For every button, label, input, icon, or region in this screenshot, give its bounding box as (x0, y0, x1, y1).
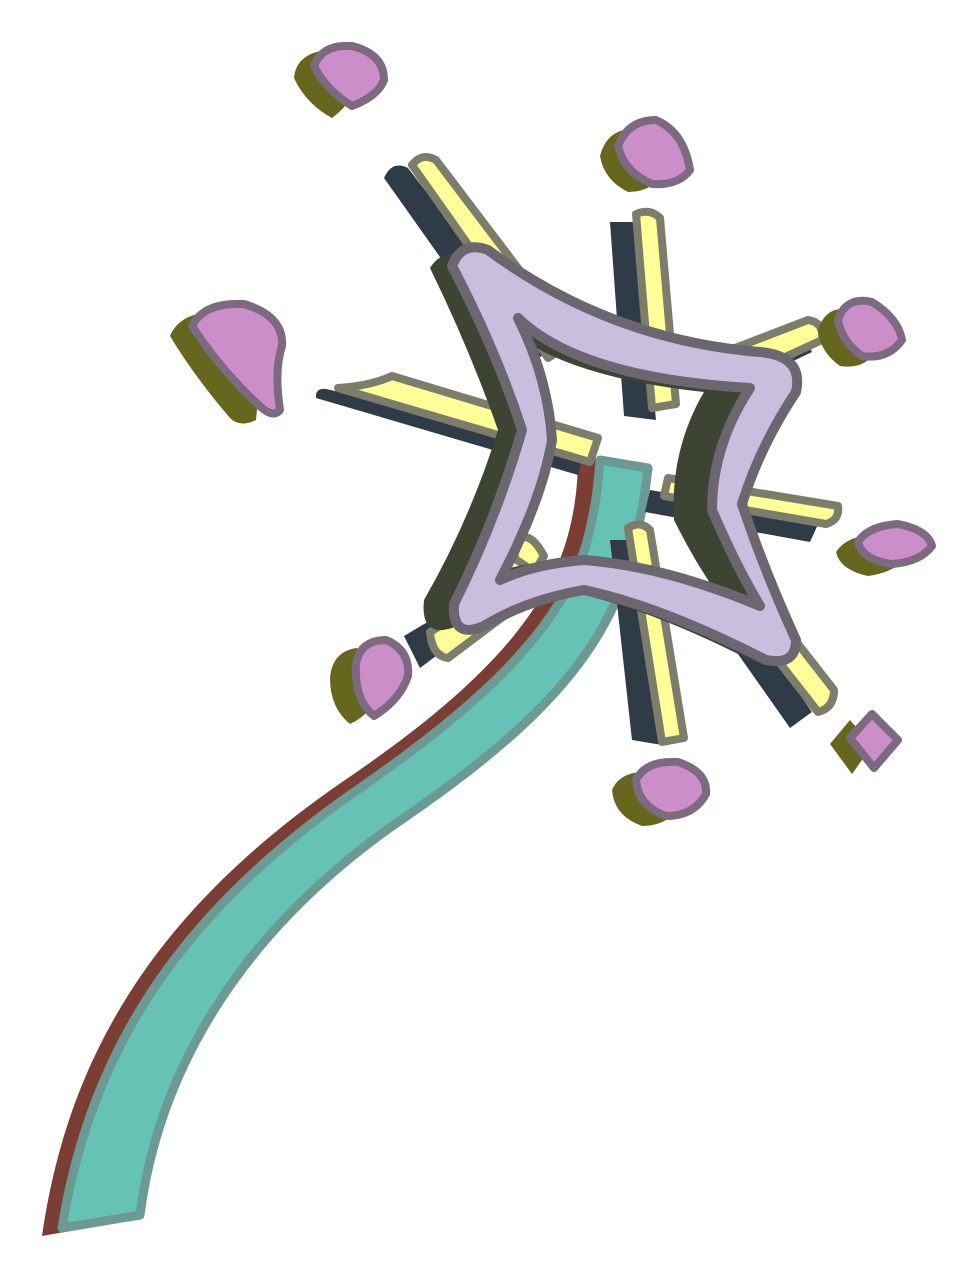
sparkle-top-left-fill (310, 41, 388, 110)
sparkle-right-upper (818, 296, 906, 367)
sparkle-top-center (600, 116, 694, 192)
sparkle-top-left (294, 41, 388, 118)
wand-star (423, 242, 803, 666)
sparkle-bottom-center (612, 757, 711, 826)
sparkle-left-large-fill (188, 299, 287, 418)
sparkle-right-upper-fill (834, 296, 906, 361)
sparkle-left-lower-fill (351, 636, 413, 720)
sparkles (170, 41, 936, 826)
ray-bottom (610, 520, 688, 746)
wand-handle (42, 455, 653, 1236)
wand-star-body (447, 242, 803, 666)
wand-handle-body (57, 455, 653, 1233)
sparkle-left-lower (330, 636, 413, 724)
sparkle-top-center-fill (614, 116, 694, 189)
ray-left-fill (334, 372, 602, 466)
sparkle-left-large (170, 299, 287, 424)
sparkle-right-lower (830, 710, 902, 774)
ray-top (610, 207, 680, 420)
sparkle-right-middle-fill (854, 520, 936, 568)
sparkle-bottom-center-fill (632, 757, 711, 820)
sparkle-right-lower-shadow (830, 720, 872, 774)
sparkle-right-middle (836, 520, 936, 576)
sparkle-right-lower-fill (846, 710, 902, 772)
